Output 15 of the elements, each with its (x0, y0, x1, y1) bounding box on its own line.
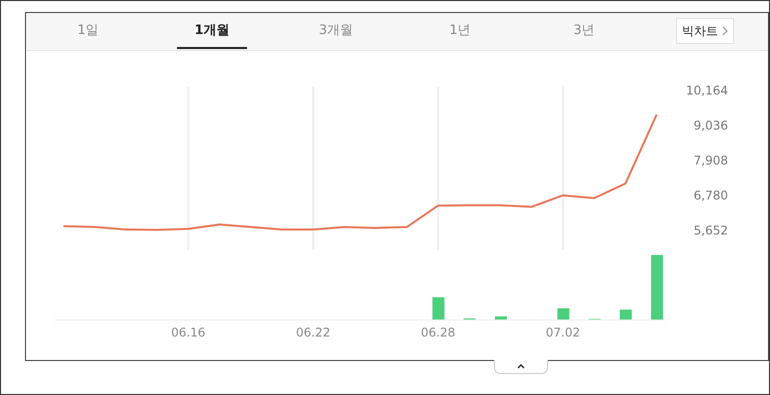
x-tick-label: 06.16 (171, 326, 206, 340)
text: 1일 (77, 22, 99, 40)
text: 1년 (449, 22, 471, 40)
y-tick-label: 7,908 (694, 153, 728, 168)
text: 3년 (573, 22, 595, 40)
y-tick-label: 9,036 (694, 118, 728, 132)
text: 1개월 (177, 21, 247, 49)
y-tick-label: 6,780 (694, 188, 728, 202)
text: 3개월 (318, 22, 354, 40)
x-tick-label: 06.22 (296, 326, 330, 340)
x-tick-label: 06.28 (420, 326, 456, 340)
text: 빅차트 (682, 22, 718, 40)
y-tick-label: 5,652 (694, 223, 728, 238)
y-tick-label: 10,164 (686, 83, 728, 98)
x-tick-label: 07.02 (546, 326, 580, 340)
